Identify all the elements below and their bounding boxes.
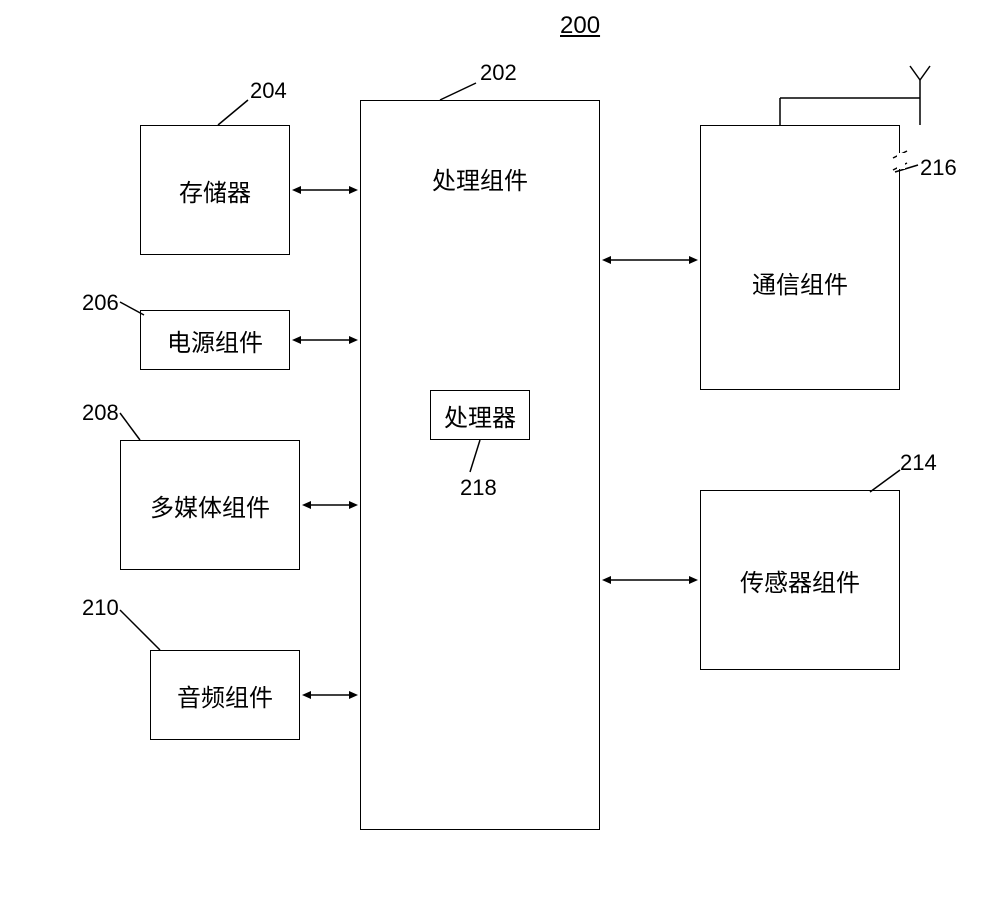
leader-210 [120,610,165,653]
multimedia-component-box: 多媒体组件 [120,440,300,570]
arrow-sensor-proc [602,573,698,587]
sensor-component-box: 传感器组件 [700,490,900,670]
leader-218 [470,440,485,475]
leader-208 [120,413,145,443]
multimedia-component-label: 多媒体组件 [150,488,270,523]
power-component-box: 电源组件 [140,310,290,370]
audio-component-label: 音频组件 [177,678,273,713]
arrow-audio-proc [302,688,358,702]
ref-214-label: 214 [900,450,937,476]
arrow-memory-proc [292,183,358,197]
ref-208-label: 208 [82,400,119,426]
arrow-multimedia-proc [302,498,358,512]
leader-206 [120,302,150,318]
ref-206-label: 206 [82,290,119,316]
processor-box: 处理器 [430,390,530,440]
ref-210-label: 210 [82,595,119,621]
ref-204-label: 204 [250,78,287,104]
arrow-power-proc [292,333,358,347]
ref-202-label: 202 [480,60,517,86]
diagram-title: 200 [560,12,600,40]
ref-218-label: 218 [460,475,497,501]
antenna-icon [775,63,935,128]
audio-component-box: 音频组件 [150,650,300,740]
memory-label: 存储器 [179,173,251,208]
arrow-comm-proc [602,253,698,267]
communication-component-label: 通信组件 [752,265,848,300]
leader-214 [870,470,905,495]
leader-202 [440,83,480,103]
processor-label: 处理器 [444,398,516,433]
processing-component-label: 处理组件 [432,161,528,196]
memory-box: 存储器 [140,125,290,255]
ref-216-label: 216 [920,155,957,181]
leader-204 [218,100,253,128]
sensor-component-label: 传感器组件 [740,563,860,598]
power-component-label: 电源组件 [167,323,263,358]
break-gap [897,153,905,169]
communication-component-box: 通信组件 [700,125,900,390]
